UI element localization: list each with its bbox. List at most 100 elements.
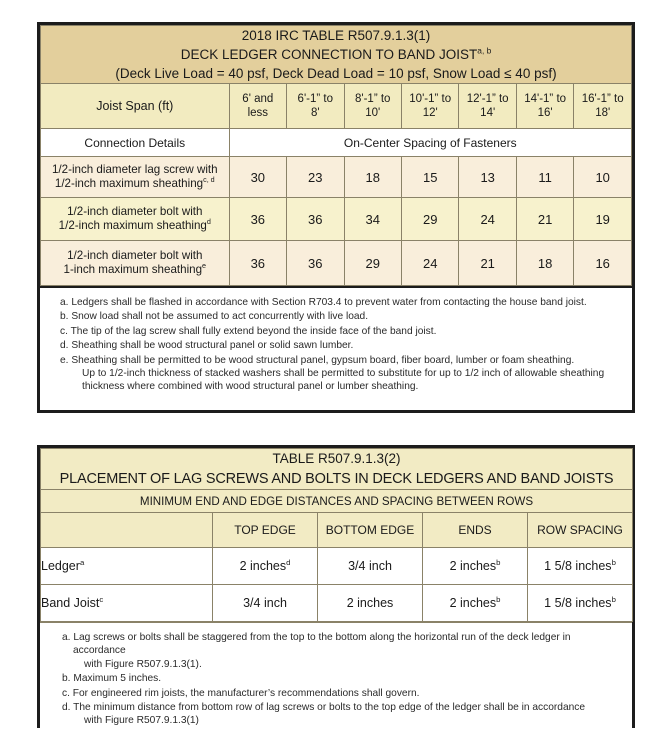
row-1-value-5: 21: [515, 197, 575, 241]
table2-row-0-cell-2: 2 inchesb: [422, 547, 528, 585]
column-header-6-line2: 18': [595, 107, 611, 119]
column-header-6-line1: 16'-1” to: [581, 93, 624, 105]
table2-footnote-d-line1: d. The minimum distance from bottom row …: [62, 702, 586, 714]
table2-header-row: TOP EDGE BOTTOM EDGE ENDS ROW SPACING: [40, 512, 634, 548]
table2-column-header-ends: ENDS: [422, 512, 528, 548]
table2-row-0-cell-2-text: 2 inches: [449, 559, 497, 573]
table1-title-line2: DECK LEDGER CONNECTION TO BAND JOISTa, b: [41, 45, 631, 64]
table2-column-header-top-edge: TOP EDGE: [212, 512, 318, 548]
row-0-detail-line2-text: 1/2-inch maximum sheathing: [54, 177, 204, 190]
footnote-e-line2: Up to 1/2-inch thickness of stacked wash…: [82, 368, 605, 380]
table2-row-1-cell-3-text: 1 5/8 inches: [544, 596, 612, 610]
table1-title: 2018 IRC TABLE R507.9.1.3(1) DECK LEDGER…: [40, 25, 632, 84]
table2-corner-cell: [40, 512, 213, 548]
column-header-5-line2: 16': [537, 107, 553, 119]
table2-row-1-cell-1-text: 2 inches: [346, 596, 394, 610]
table1-title-line2-text: DECK LEDGER CONNECTION TO BAND JOIST: [180, 47, 478, 62]
table-row: 1/2-inch diameter bolt with 1-inch maxim…: [40, 240, 632, 286]
table2-footnote-d-line2: with Figure R507.9.1.3(1): [84, 715, 199, 727]
table2-footnote-d: d. The minimum distance from bottom row …: [62, 701, 622, 728]
row-1-detail-line1: 1/2-inch diameter bolt with: [67, 204, 203, 218]
row-1-detail-line2: 1/2-inch maximum sheathingd: [41, 218, 229, 234]
column-header-0-line2: less: [247, 107, 269, 119]
row-1-detail: 1/2-inch diameter bolt with 1/2-inch max…: [40, 197, 230, 241]
row-1-value-3: 29: [400, 197, 460, 241]
row-2-value-2: 29: [343, 240, 402, 286]
column-header-3-line2: 12': [422, 107, 438, 119]
row-1-detail-line2-text: 1/2-inch maximum sheathing: [58, 219, 207, 232]
row-0-detail: 1/2-inch diameter lag screw with 1/2-inc…: [40, 156, 230, 198]
table2-footnote-a-line1: a. Lag screws or bolts shall be staggere…: [62, 632, 571, 657]
joist-span-header: Joist Span (ft): [40, 83, 230, 129]
footnote-e-line3: thickness where combined with wood struc…: [82, 381, 419, 393]
column-header-0-line1: 6' and: [242, 93, 274, 105]
table1-subheader-row: Connection Details On-Center Spacing of …: [40, 128, 633, 157]
row-0-value-3: 15: [400, 156, 460, 198]
row-0-value-2: 18: [343, 156, 402, 198]
row-2-value-1: 36: [286, 240, 345, 286]
table1-title-line1: 2018 IRC TABLE R507.9.1.3(1): [241, 28, 431, 43]
table2-row-0-cell-1: 3/4 inch: [317, 547, 423, 585]
row-1-value-4: 24: [458, 197, 517, 241]
column-header-5: 14'-1” to 16': [515, 83, 575, 129]
row-2-detail-line2: 1-inch maximum sheathinge: [41, 261, 229, 278]
table1-header-row: Joist Span (ft) 6' and less 6'-1” to 8' …: [40, 83, 632, 129]
row-2-detail-line2-text: 1-inch maximum sheathing: [63, 263, 203, 276]
table2-row-1-cell-1: 2 inches: [317, 584, 423, 622]
row-2-value-6: 16: [573, 240, 632, 286]
table2-title: TABLE R507.9.1.3(2) PLACEMENT OF LAG SCR…: [39, 448, 634, 490]
table2-row-1-cell-3-superscript: b: [611, 594, 616, 604]
table2-title-line2: PLACEMENT OF LAG SCREWS AND BOLTS IN DEC…: [59, 471, 614, 487]
table2-row-0-label-superscript: a: [79, 557, 85, 567]
column-header-1: 6'-1” to 8': [286, 83, 345, 129]
footnote-e-line1: e. Sheathing shall be permitted to be wo…: [60, 354, 575, 366]
row-2-detail: 1/2-inch diameter bolt with 1-inch maxim…: [40, 240, 230, 286]
row-1-value-1: 36: [286, 197, 345, 241]
table2-row-1-cell-0: 3/4 inch: [212, 584, 318, 622]
table2-row-0-cell-3-text: 1 5/8 inches: [544, 559, 612, 573]
column-header-3: 10'-1” to 12': [400, 83, 460, 129]
column-header-0: 6' and less: [228, 83, 288, 129]
table2-footnotes: a. Lag screws or bolts shall be staggere…: [40, 622, 632, 738]
on-center-spacing-header: On-Center Spacing of Fasteners: [228, 128, 633, 157]
table2-footnote-a-line2: with Figure R507.9.1.3(1).: [84, 658, 202, 670]
table2-subtitle-band: MINIMUM END AND EDGE DISTANCES AND SPACI…: [39, 489, 634, 513]
column-header-2-line2: 10': [365, 107, 381, 119]
table2-footnote-c: c. For engineered rim joists, the manufa…: [62, 687, 420, 699]
table2-footnote-a: a. Lag screws or bolts shall be staggere…: [62, 631, 622, 671]
table2-row-0-cell-1-text: 3/4 inch: [348, 559, 392, 573]
table1-grid: 2018 IRC TABLE R507.9.1.3(1) DECK LEDGER…: [40, 25, 633, 286]
table2-column-header-row-spacing: ROW SPACING: [526, 512, 634, 548]
table2-row-0-cell-0: 2 inchesd: [212, 547, 318, 585]
table-row: 1/2-inch diameter bolt with 1/2-inch max…: [40, 197, 632, 241]
table2-footnote-b: b. Maximum 5 inches.: [62, 673, 162, 685]
column-header-4-line2: 14': [480, 107, 496, 119]
table2-title-line1: TABLE R507.9.1.3(2): [272, 451, 401, 466]
column-header-4: 12'-1” to 14': [458, 83, 517, 129]
table2-title-row: TABLE R507.9.1.3(2) PLACEMENT OF LAG SCR…: [39, 448, 634, 490]
row-2-detail-superscript: e: [202, 261, 207, 271]
row-1-value-0: 36: [228, 197, 288, 241]
table2-row-0-cell-3-superscript: b: [611, 557, 616, 567]
row-1-value-6: 19: [573, 197, 632, 241]
row-0-value-4: 13: [458, 156, 517, 198]
connection-details-header: Connection Details: [40, 128, 230, 157]
table2-column-header-bottom-edge: BOTTOM EDGE: [317, 512, 423, 548]
table2-row-0-label: Ledgera: [40, 547, 213, 585]
table2-band-row: MINIMUM END AND EDGE DISTANCES AND SPACI…: [39, 489, 634, 513]
table1-footnotes: a. Ledgers shall be flashed in accordanc…: [40, 286, 632, 404]
table-row: Band Joistc 3/4 inch 2 inches 2 inchesb …: [40, 584, 634, 622]
footnote-a: a. Ledgers shall be flashed in accordanc…: [60, 297, 587, 308]
table2-row-1-cell-3: 1 5/8 inchesb: [526, 584, 634, 622]
row-2-detail-line1: 1/2-inch diameter bolt with: [67, 248, 203, 262]
table2-row-0-cell-2-superscript: b: [496, 557, 501, 567]
table2-row-1-label-text: Band Joist: [41, 596, 100, 610]
table2-row-1-cell-2-text: 2 inches: [449, 596, 497, 610]
row-0-detail-line2: 1/2-inch maximum sheathingc, d: [41, 176, 229, 192]
deck-ledger-connection-table: 2018 IRC TABLE R507.9.1.3(1) DECK LEDGER…: [37, 22, 635, 413]
column-header-1-line2: 8': [310, 107, 320, 119]
column-header-5-line1: 14'-1” to: [524, 93, 567, 105]
table1-title-line3: (Deck Live Load = 40 psf, Deck Dead Load…: [115, 66, 557, 81]
table2-grid: TABLE R507.9.1.3(2) PLACEMENT OF LAG SCR…: [39, 448, 634, 622]
footnote-d: d. Sheathing shall be wood structural pa…: [60, 340, 354, 352]
